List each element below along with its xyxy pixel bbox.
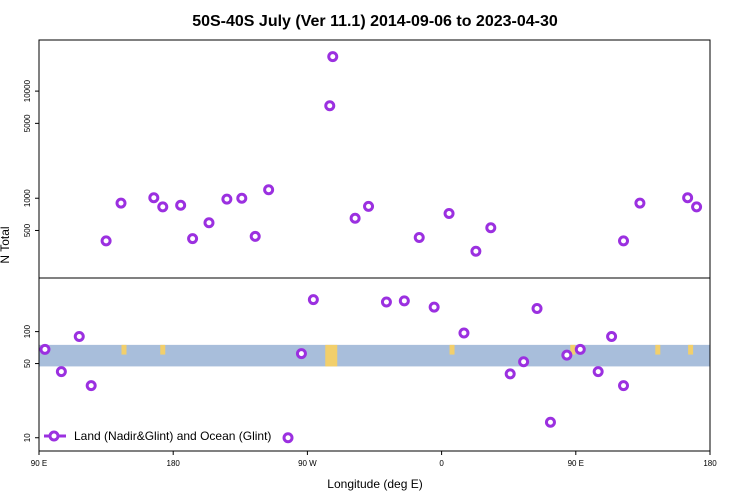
bottom-y-tick-label: 10 bbox=[23, 433, 32, 442]
top-data-point bbox=[327, 51, 339, 63]
legend-label: Land (Nadir&Glint) and Ocean (Glint) bbox=[74, 429, 271, 443]
top-data-point bbox=[324, 100, 336, 112]
chart-title: 50S-40S July (Ver 11.1) 2014-09-06 to 20… bbox=[192, 13, 558, 30]
top-data-point bbox=[263, 184, 275, 196]
y-axis-label: N Total bbox=[0, 226, 12, 263]
bottom-data-point bbox=[618, 380, 630, 392]
land-patch bbox=[160, 344, 166, 355]
land-patches bbox=[121, 344, 694, 367]
legend-marker bbox=[48, 430, 60, 442]
bottom-data-point bbox=[574, 343, 586, 355]
legend: Land (Nadir&Glint) and Ocean (Glint) bbox=[44, 429, 271, 443]
top-data-point bbox=[363, 200, 375, 212]
top-data-point bbox=[203, 217, 215, 229]
x-tick-label: 0 bbox=[439, 459, 444, 468]
data-points bbox=[39, 51, 703, 444]
top-data-point bbox=[618, 235, 630, 247]
bottom-data-point bbox=[561, 349, 573, 361]
land-patch bbox=[121, 344, 127, 355]
bottom-data-point bbox=[518, 356, 530, 368]
land-patch bbox=[688, 344, 694, 355]
bottom-data-point bbox=[398, 295, 410, 307]
top-y-tick-label: 10000 bbox=[23, 79, 32, 102]
land-patch bbox=[570, 344, 576, 355]
x-tick-label: 180 bbox=[167, 459, 181, 468]
bottom-y-tick-label: 50 bbox=[23, 359, 32, 368]
bottom-data-point bbox=[73, 330, 85, 342]
top-y-tick-label: 1000 bbox=[23, 189, 32, 207]
bottom-data-point bbox=[428, 301, 440, 313]
bottom-data-point bbox=[380, 296, 392, 308]
bottom-y-tick-label: 100 bbox=[23, 324, 32, 338]
x-tick-label: 90 E bbox=[568, 459, 584, 468]
top-data-point bbox=[175, 199, 187, 211]
x-axis: 90 E 180 90 W 0 90 E 180 bbox=[31, 451, 717, 468]
top-data-point bbox=[221, 193, 233, 205]
plot-frame bbox=[38, 39, 711, 452]
top-data-point bbox=[157, 201, 169, 213]
top-y-tick-label: 500 bbox=[23, 223, 32, 237]
bottom-data-point bbox=[55, 366, 67, 378]
top-data-point bbox=[443, 208, 455, 220]
top-data-point bbox=[682, 192, 694, 204]
bottom-data-point bbox=[39, 343, 51, 355]
top-data-point bbox=[413, 231, 425, 243]
bottom-data-point bbox=[504, 368, 516, 380]
bottom-data-point bbox=[458, 327, 470, 339]
bottom-panel bbox=[39, 344, 710, 367]
land-patch bbox=[449, 344, 455, 355]
x-tick-label: 90 W bbox=[298, 459, 317, 468]
bottom-data-point bbox=[282, 432, 294, 444]
top-data-point bbox=[691, 201, 703, 213]
ocean-band bbox=[39, 344, 710, 367]
bottom-data-point bbox=[592, 366, 604, 378]
bottom-data-point bbox=[606, 330, 618, 342]
top-data-point bbox=[148, 192, 160, 204]
top-data-point bbox=[249, 230, 261, 242]
land-patch bbox=[655, 344, 661, 355]
top-y-tick-label: 5000 bbox=[23, 114, 32, 132]
bottom-data-point bbox=[544, 416, 556, 428]
bottom-data-point bbox=[295, 348, 307, 360]
bottom-data-point bbox=[531, 303, 543, 315]
top-data-point bbox=[115, 197, 127, 209]
y-axis: 500 1000 5000 10000 10 50 100 bbox=[23, 79, 39, 442]
bottom-data-point bbox=[85, 380, 97, 392]
top-data-point bbox=[485, 222, 497, 234]
land-patch bbox=[325, 344, 338, 367]
top-data-point bbox=[236, 192, 248, 204]
x-axis-label: Longitude (deg E) bbox=[327, 477, 422, 491]
x-tick-label: 180 bbox=[703, 459, 717, 468]
top-data-point bbox=[349, 212, 361, 224]
bottom-data-point bbox=[307, 294, 319, 306]
x-tick-label: 90 E bbox=[31, 459, 47, 468]
top-data-point bbox=[634, 197, 646, 209]
top-data-point bbox=[100, 235, 112, 247]
top-data-point bbox=[470, 245, 482, 257]
top-data-point bbox=[187, 233, 199, 245]
